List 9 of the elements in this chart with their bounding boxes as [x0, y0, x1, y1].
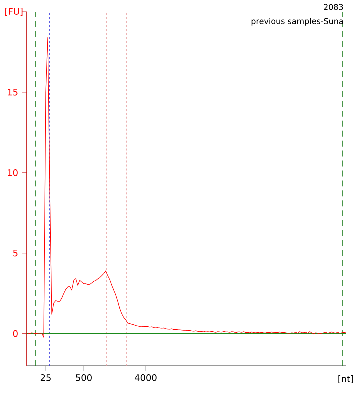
- x-axis-title: [nt]: [338, 375, 354, 384]
- y-tick-label: 0: [13, 330, 18, 338]
- x-tick-label: 500: [76, 374, 92, 382]
- y-tick-label: 15: [8, 89, 18, 96]
- x-tick-label: 25: [40, 374, 51, 382]
- y-tick-label: 10: [8, 170, 18, 176]
- y-tick-label: 5: [13, 250, 18, 257]
- x-tick-label: 4000: [135, 374, 157, 382]
- y-axis-title: [FU]: [6, 8, 23, 16]
